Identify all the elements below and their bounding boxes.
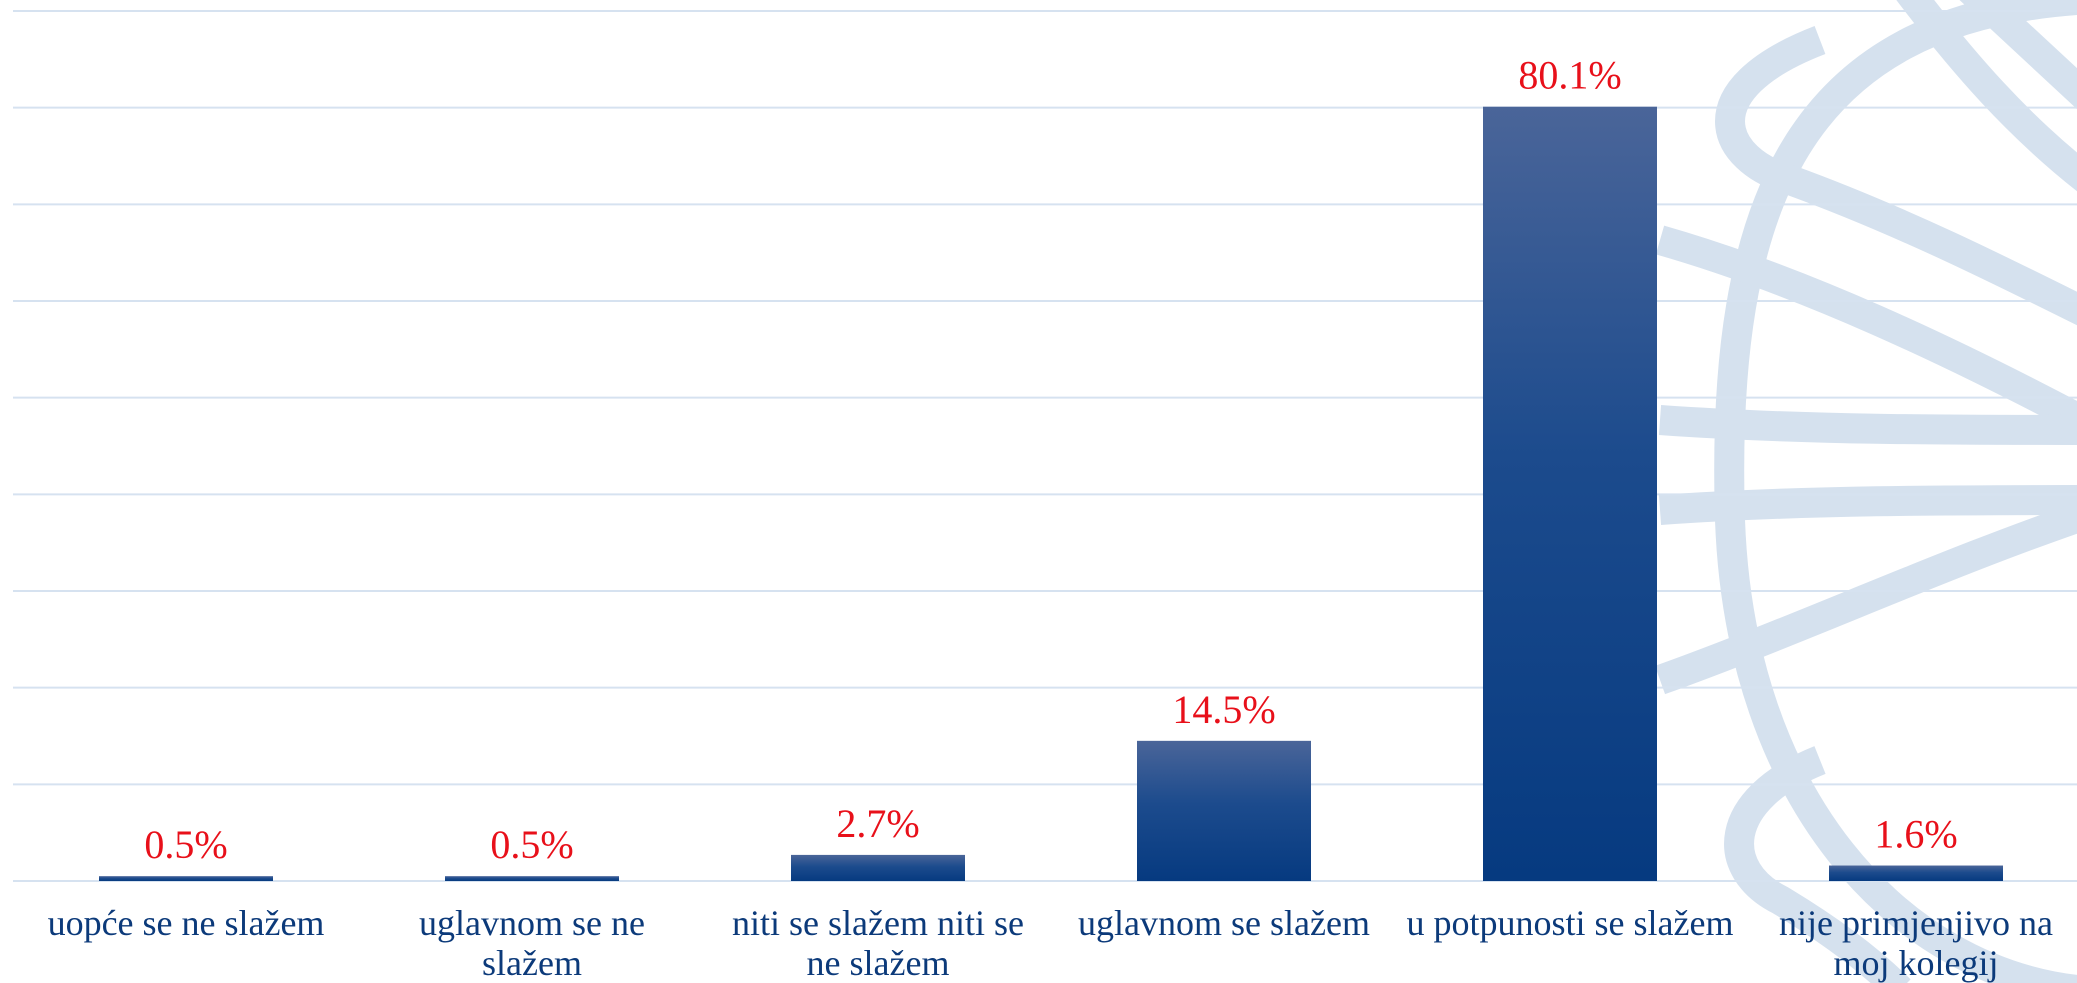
bar [1483, 106, 1657, 881]
x-tick-label: u potpunosti se slažem [1406, 903, 1734, 943]
value-label: 14.5% [1172, 687, 1275, 732]
bar [791, 854, 965, 881]
x-tick-label: uglavnom se slažem [1078, 903, 1370, 943]
value-label: 80.1% [1518, 53, 1621, 98]
value-label: 0.5% [144, 822, 227, 867]
bar [99, 876, 273, 881]
x-tick-label: nije primjenjivo na moj kolegij [1779, 903, 2053, 983]
background-logo [1654, 0, 2077, 983]
x-tick-label: uopće se ne slažem [47, 903, 325, 943]
value-label: 1.6% [1874, 812, 1957, 857]
value-label: 0.5% [490, 822, 573, 867]
bar [1137, 740, 1311, 881]
x-tick-label: uglavnom se ne slažem [419, 903, 645, 983]
bar [445, 876, 619, 881]
x-tick-label: niti se slažem niti se ne slažem [732, 903, 1024, 983]
value-label: 2.7% [836, 801, 919, 846]
bar [1829, 865, 2003, 881]
